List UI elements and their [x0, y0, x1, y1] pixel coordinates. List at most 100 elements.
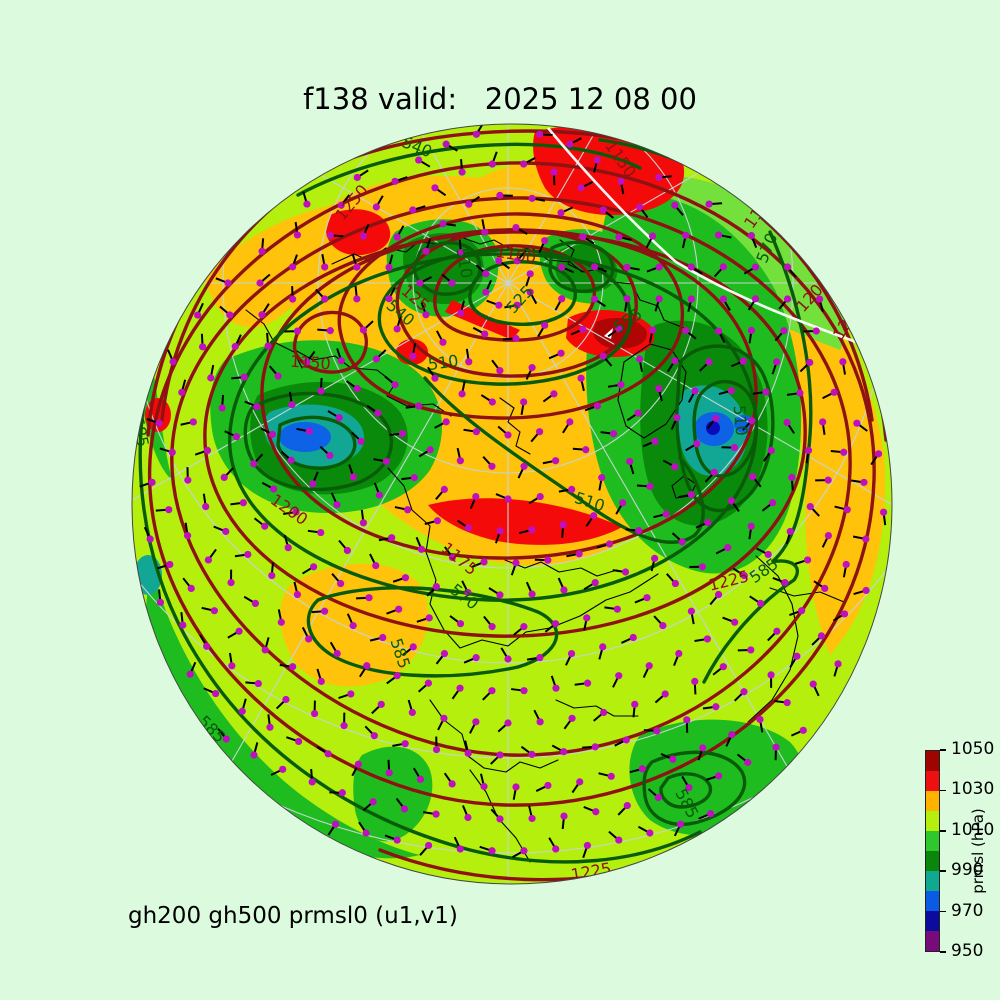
wind-origin-dot [258, 311, 266, 319]
wind-origin-dot [783, 418, 791, 427]
wind-origin-dot [203, 446, 212, 454]
wind-origin-dot [619, 499, 627, 507]
wind-origin-dot [513, 301, 521, 309]
wind-origin-dot [416, 279, 424, 287]
wind-origin-dot [643, 594, 651, 602]
wind-origin-dot [488, 160, 496, 168]
wind-origin-dot [232, 433, 241, 441]
wind-origin-dot [155, 419, 163, 427]
wind-origin-dot [526, 270, 534, 278]
wind-origin-dot [374, 409, 382, 417]
terminator-line [547, 127, 885, 354]
wind-origin-dot [583, 614, 591, 622]
wind-origin-dot [615, 233, 623, 241]
wind-origin-dot [698, 563, 707, 571]
wind-origin-dot [804, 556, 812, 564]
wind-origin-dot [457, 309, 465, 317]
colorbar-tick-label: 1050 [951, 739, 995, 759]
wind-origin-dot [227, 579, 235, 587]
wind-origin-dot [520, 398, 528, 406]
wind-origin-dot [472, 718, 480, 726]
wind-origin-dot [224, 279, 232, 287]
wind-origin-dot [629, 633, 637, 642]
wind-origin-dot [504, 495, 512, 503]
wind-origin-dot [843, 506, 851, 514]
wind-origin-dot [673, 414, 681, 422]
wind-origin-dot [655, 173, 663, 182]
wind-origin-dot [424, 841, 433, 850]
wind-origin-dot [349, 622, 357, 630]
wind-origin-dot [575, 550, 583, 558]
wind-origin-dot [544, 781, 552, 790]
wind-origin-dot [600, 708, 608, 717]
wind-origin-dot [268, 571, 276, 580]
wind-origin-dot [804, 446, 813, 454]
wind-origin-dot [251, 599, 260, 608]
wind-origin-dot [359, 232, 368, 240]
wind-origin-dot [254, 679, 262, 688]
wind-origin-dot [432, 745, 441, 754]
wind-origin-dot [840, 610, 849, 618]
wind-origin-dot [440, 485, 448, 494]
wind-origin-dot [442, 418, 450, 426]
wind-origin-dot [560, 812, 568, 820]
colorbar-tick [940, 749, 946, 751]
wind-origin-dot [520, 687, 528, 695]
wind-origin-dot [398, 430, 407, 438]
wind-origin-dot [277, 618, 285, 626]
wind-origin-dot [783, 295, 792, 303]
wind-origin-dot [324, 750, 332, 758]
wind-origin-dot [456, 684, 464, 692]
wind-origin-dot [488, 398, 496, 406]
wind-origin-dot [687, 607, 695, 615]
wind-origin-dot [748, 417, 756, 425]
wind-origin-dot [675, 649, 683, 658]
wind-origin-dot [207, 374, 215, 382]
wind-origin-dot [703, 635, 711, 643]
wind-origin-dot [583, 841, 592, 850]
wind-origin-dot [544, 556, 552, 564]
wind-origin-dot [513, 257, 521, 265]
wind-origin-dot [599, 352, 607, 360]
wind-origin-dot [830, 388, 838, 396]
wind-origin-dot [349, 473, 357, 481]
wind-origin-dot [583, 679, 592, 687]
wind-origin-dot [579, 325, 587, 333]
wind-origin-dot [551, 620, 560, 628]
wind-origin-dot [295, 737, 303, 746]
wind-origin-dot [764, 550, 772, 559]
wind-origin-dot [567, 649, 576, 658]
wind-origin-dot [705, 358, 713, 366]
wind-origin-dot [204, 556, 212, 564]
wind-origin-dot [860, 478, 868, 486]
wind-origin-dot [183, 531, 192, 540]
wind-origin-dot [528, 194, 536, 202]
contour-label: 1150 [289, 352, 331, 374]
wind-origin-dot [796, 389, 804, 397]
wind-origin-dot [258, 247, 266, 255]
wind-origin-dot [541, 237, 549, 245]
wind-origin-dot [626, 457, 634, 466]
colorbar-segment [926, 811, 939, 831]
wind-origin-dot [576, 778, 584, 786]
wind-origin-dot [558, 295, 566, 303]
wind-origin-dot [719, 263, 727, 271]
wind-origin-dot [488, 623, 496, 631]
wind-origin-dot [377, 700, 385, 708]
wind-origin-dot [739, 357, 747, 365]
wind-origin-dot [756, 599, 765, 608]
wind-origin-dot [409, 206, 417, 214]
wind-origin-dot [165, 506, 173, 514]
wind-origin-dot [740, 571, 748, 580]
wind-origin-dot [705, 200, 713, 208]
wind-origin-dot [203, 642, 211, 650]
wind-origin-dot [472, 492, 480, 501]
wind-origin-dot [762, 388, 770, 396]
wind-origin-dot [372, 203, 380, 211]
wind-origin-dot [456, 457, 464, 465]
wind-origin-dot [504, 431, 512, 439]
wind-origin-dot [783, 699, 791, 707]
wind-origin-dot [599, 206, 607, 214]
wind-origin-dot [333, 649, 341, 658]
